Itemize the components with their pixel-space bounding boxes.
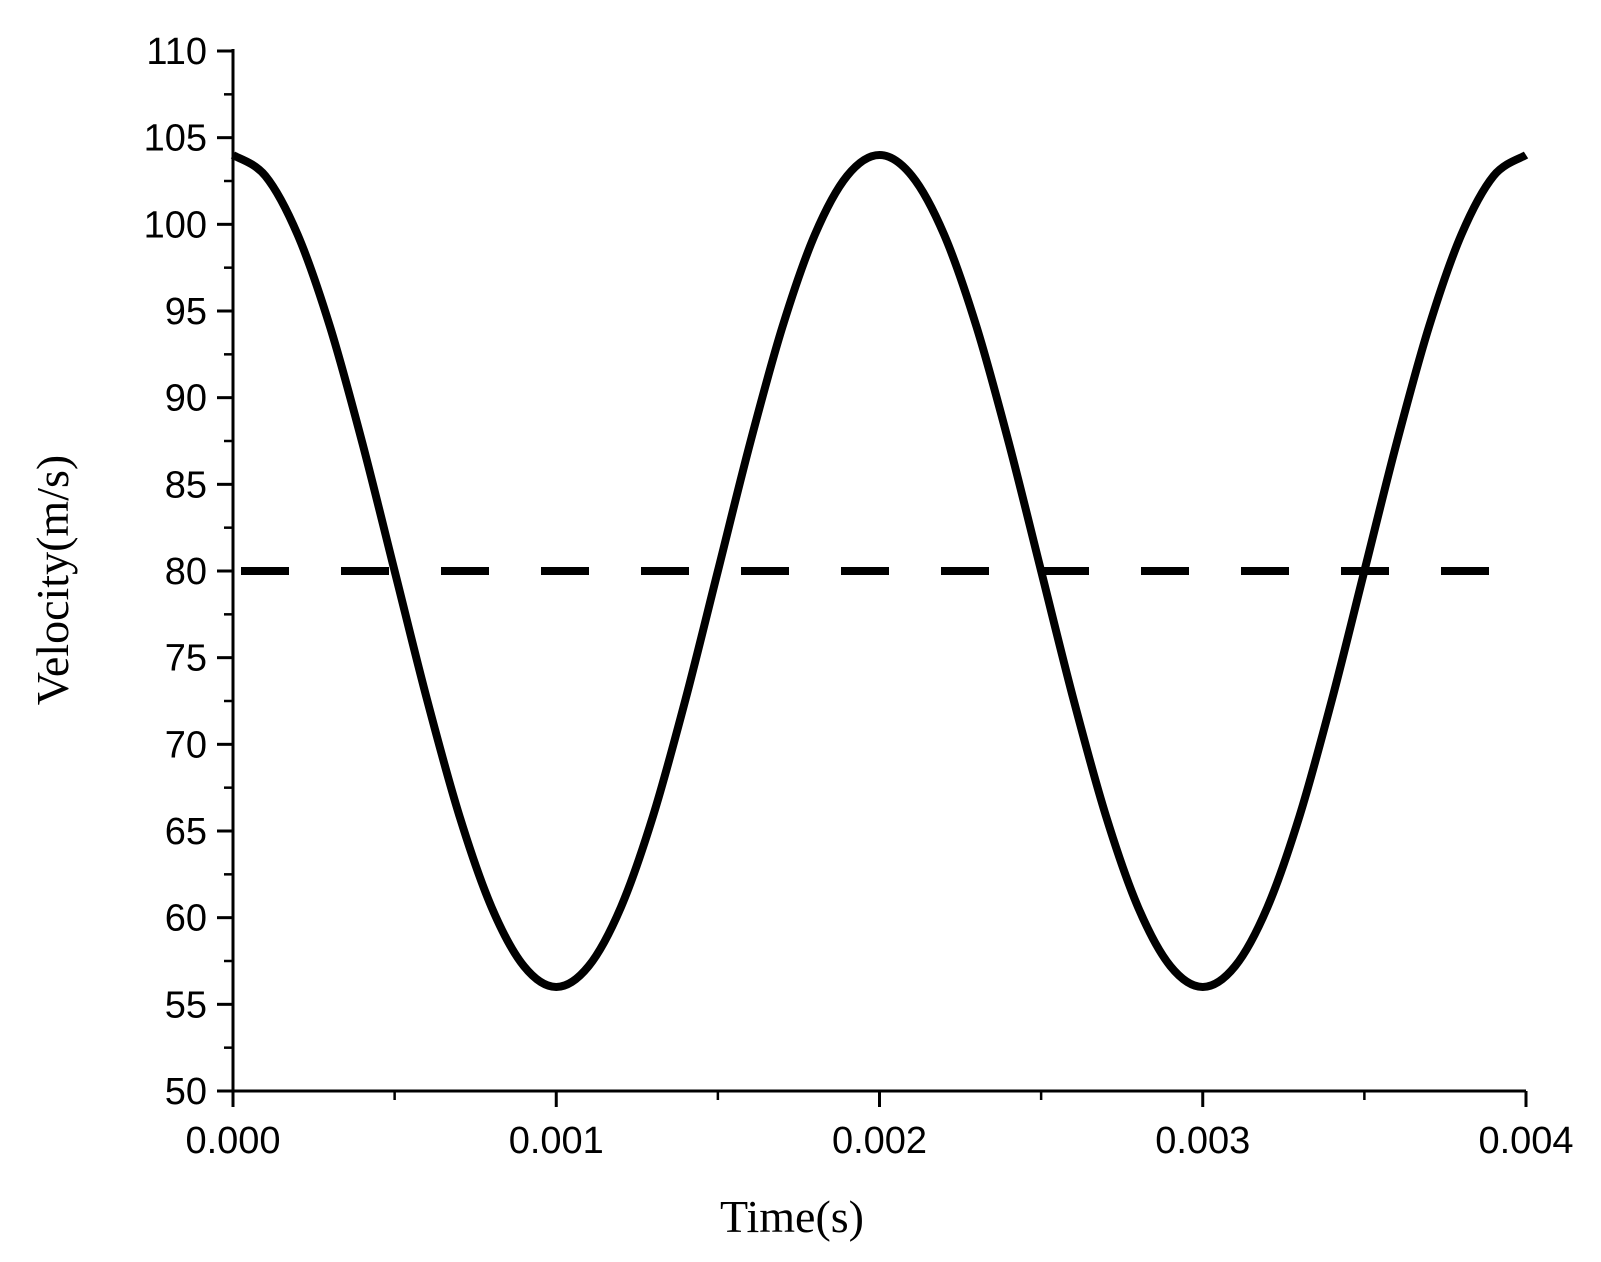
y-tick-label: 95: [165, 291, 207, 333]
y-tick-label: 105: [144, 118, 207, 160]
y-tick-label: 70: [165, 724, 207, 766]
x-tick-label: 0.004: [1478, 1120, 1573, 1162]
velocity-series-line: [230, 151, 1529, 991]
y-tick-label: 75: [165, 638, 207, 680]
x-tick-label: 0.003: [1155, 1120, 1250, 1162]
y-tick-label: 65: [165, 811, 207, 853]
y-axis-title: Velocity(m/s): [27, 455, 78, 705]
y-tick-label: 60: [165, 898, 207, 940]
y-tick-label: 85: [165, 464, 207, 506]
y-tick-label: 100: [144, 204, 207, 246]
y-tick-label: 80: [165, 551, 207, 593]
y-tick-label: 110: [146, 31, 207, 73]
x-tick-label: 0.000: [185, 1120, 280, 1162]
y-tick-label: 50: [165, 1071, 207, 1113]
x-tick-label: 0.002: [832, 1120, 927, 1162]
y-minor-ticks: [224, 93, 1366, 1100]
y-tick-label: 55: [165, 984, 207, 1026]
x-tick-label: 0.001: [509, 1120, 604, 1162]
x-axis-title: Time(s): [720, 1191, 864, 1242]
tick-labels: 50 55 60 65 70 75 80 85 90 95 100 105 110 0.000 0.001 0…: [144, 31, 1574, 1162]
axis-major-ticks: [217, 49, 1528, 1107]
y-tick-label: 90: [165, 378, 207, 420]
series-layer: [230, 151, 1529, 991]
